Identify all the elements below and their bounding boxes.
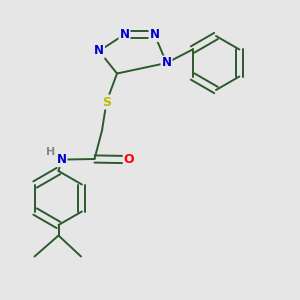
- Text: N: N: [94, 44, 104, 58]
- Text: O: O: [124, 153, 134, 166]
- Text: S: S: [102, 95, 111, 109]
- Text: N: N: [161, 56, 172, 70]
- Text: N: N: [56, 153, 67, 166]
- Text: N: N: [119, 28, 130, 41]
- Text: N: N: [149, 28, 160, 41]
- Text: H: H: [46, 147, 56, 157]
